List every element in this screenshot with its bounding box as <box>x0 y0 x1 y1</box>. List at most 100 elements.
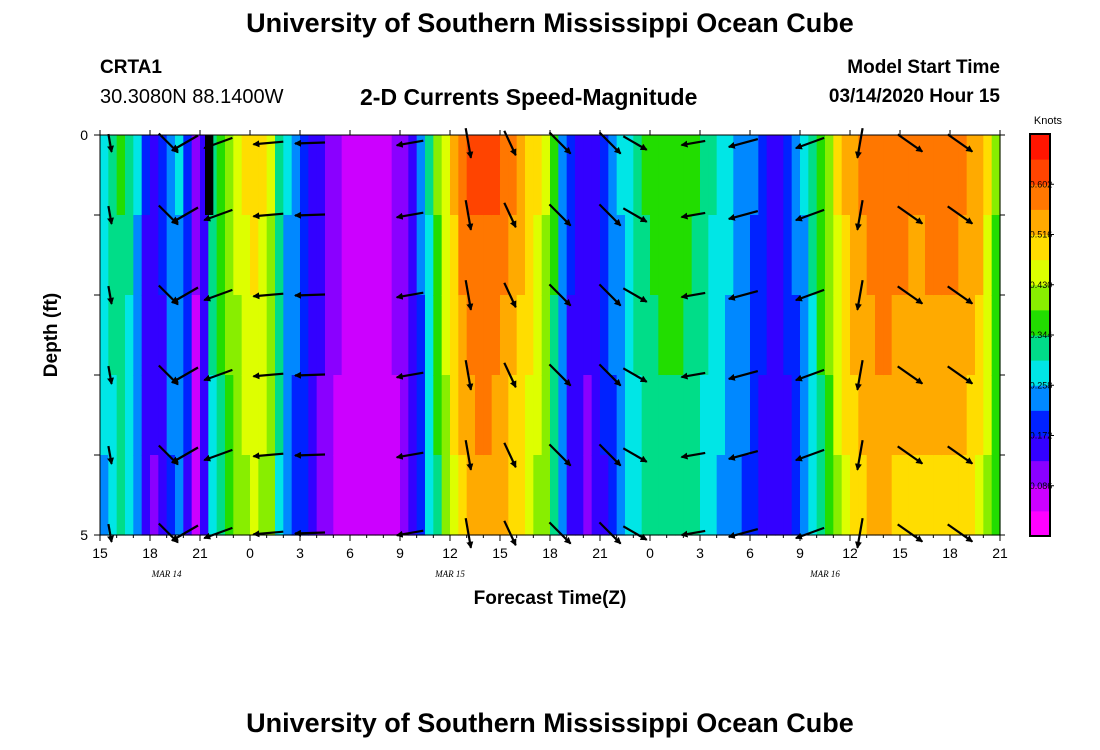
current-arrow <box>503 362 517 389</box>
current-direction-arrows <box>107 128 974 549</box>
current-arrow <box>727 138 759 149</box>
current-arrow <box>203 208 233 222</box>
heat-cell <box>991 375 1001 456</box>
current-arrow <box>680 211 706 220</box>
current-arrow <box>548 443 572 467</box>
heat-cell <box>966 375 976 456</box>
heat-cell <box>283 295 293 376</box>
heat-cell <box>575 295 584 376</box>
heat-cell <box>566 135 576 216</box>
heat-cell <box>116 455 126 536</box>
heat-cell <box>416 375 426 456</box>
heat-cell <box>891 455 901 536</box>
current-arrow <box>252 140 284 148</box>
current-arrow <box>897 365 924 385</box>
heat-cell <box>316 295 326 376</box>
heat-cell <box>933 295 943 376</box>
colorbar-unit: Knots <box>1034 115 1063 127</box>
heat-cell <box>991 295 1001 376</box>
heat-cell <box>550 375 559 456</box>
heat-cell <box>158 375 168 456</box>
heat-cell <box>316 135 326 216</box>
heat-cell <box>491 455 501 536</box>
heat-cell <box>750 375 759 456</box>
heat-cell <box>591 375 601 456</box>
heat-cell <box>783 455 793 536</box>
heat-cell <box>383 215 393 296</box>
heat-cell <box>633 135 643 216</box>
heat-cell <box>158 135 168 216</box>
heat-cell <box>200 215 209 296</box>
station-coordinates: 30.3080N 88.1400W <box>100 86 284 108</box>
heat-cell <box>208 215 218 296</box>
heat-cell <box>508 375 518 456</box>
heat-cell <box>891 295 901 376</box>
heat-cell <box>633 375 643 456</box>
heat-cell <box>833 455 843 536</box>
current-arrow <box>794 368 825 382</box>
heat-cell <box>233 455 243 536</box>
heat-cell <box>833 375 843 456</box>
heat-cell <box>183 135 193 216</box>
heat-cell <box>966 295 976 376</box>
heat-cell <box>450 215 459 296</box>
current-arrow <box>252 452 284 460</box>
heat-cell <box>150 455 159 536</box>
heat-cell <box>216 215 226 296</box>
heat-cell <box>150 295 159 376</box>
heat-cell <box>766 455 776 536</box>
heat-cell <box>100 295 109 376</box>
x-tick-label: 12 <box>442 545 458 561</box>
heat-cell <box>908 295 918 376</box>
heat-cell <box>333 135 343 216</box>
colorbar-tick-label: 0.602 <box>1030 179 1053 189</box>
heat-cell <box>275 375 284 456</box>
heat-cell <box>716 295 726 376</box>
heat-cell <box>916 295 926 376</box>
heat-cell <box>658 135 668 216</box>
heat-cell <box>291 215 301 296</box>
heat-cell <box>633 455 643 536</box>
page-title: University of Southern Mississippi Ocean… <box>246 8 854 38</box>
heat-cell <box>858 135 868 216</box>
heat-cell <box>825 295 834 376</box>
current-arrow <box>622 447 648 463</box>
heat-cell <box>716 215 726 296</box>
heat-cell <box>866 375 876 456</box>
heat-cell <box>583 375 593 456</box>
heat-cell <box>508 455 518 536</box>
current-arrow <box>171 446 199 464</box>
heat-cell <box>733 135 743 216</box>
heat-cell <box>150 375 159 456</box>
heat-cell <box>441 295 451 376</box>
heat-cell <box>733 215 743 296</box>
heat-cell <box>725 215 734 296</box>
heat-cell <box>558 375 568 456</box>
heat-cell <box>133 375 143 456</box>
heat-cell <box>550 215 559 296</box>
current-arrow <box>548 131 572 155</box>
heat-cell <box>225 375 234 456</box>
heat-cell <box>941 455 951 536</box>
heat-cell <box>750 215 759 296</box>
heat-cell <box>625 135 634 216</box>
heat-cell <box>125 455 134 536</box>
current-arrow <box>794 448 825 462</box>
heat-cell <box>850 455 859 536</box>
heat-cell <box>841 375 851 456</box>
heat-cell <box>525 455 534 536</box>
heat-cell <box>233 135 243 216</box>
heat-cell <box>966 455 976 536</box>
heat-cell <box>258 215 268 296</box>
heat-cell <box>625 215 634 296</box>
heat-cell <box>225 135 234 216</box>
heat-cell <box>700 295 709 376</box>
heat-cell <box>283 135 293 216</box>
heat-cell <box>250 375 259 456</box>
heat-cell <box>758 135 768 216</box>
heat-cell <box>275 295 284 376</box>
current-arrow <box>622 287 648 303</box>
heat-cell <box>650 215 659 296</box>
heat-cell <box>975 135 984 216</box>
